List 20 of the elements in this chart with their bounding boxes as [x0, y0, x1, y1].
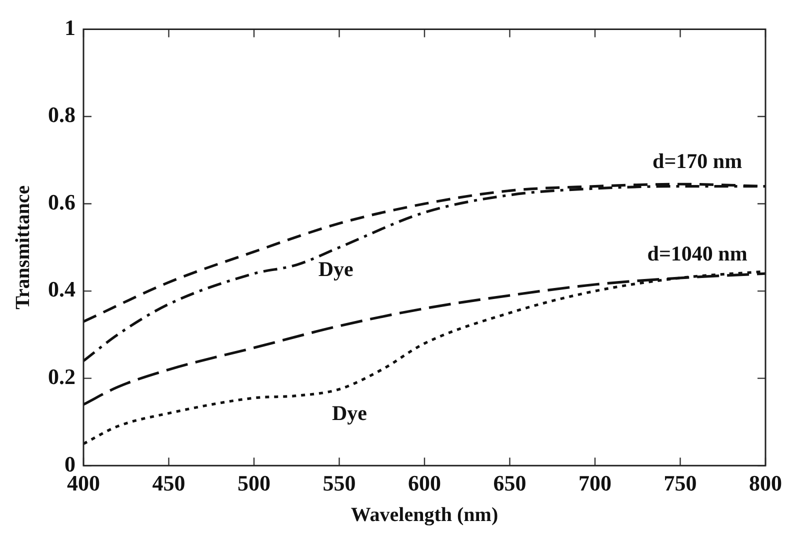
y-tick-label: 0.4: [48, 276, 76, 302]
y-tick-label: 1: [64, 14, 76, 40]
y-tick-label: 0.8: [48, 102, 76, 128]
x-tick-label: 650: [493, 470, 526, 496]
y-axis-title: Transmittance: [12, 185, 34, 310]
y-tick-label: 0.2: [48, 364, 76, 390]
x-axis-title: Wavelength (nm): [350, 504, 498, 526]
y-tick-label: 0.6: [48, 189, 76, 214]
x-tick-label: 700: [578, 470, 612, 496]
x-tick-label: 550: [322, 470, 356, 496]
annotation: Dye: [332, 400, 367, 425]
x-tick-label: 600: [408, 470, 441, 496]
x-tick-label: 750: [664, 470, 697, 496]
y-tick-label: 0: [64, 451, 76, 476]
annotation: d=170 nm: [652, 148, 743, 173]
x-tick-label: 800: [749, 470, 782, 496]
x-tick-label: 500: [238, 470, 270, 496]
annotation: Dye: [318, 257, 354, 282]
annotation: d=1040 nm: [647, 241, 748, 266]
x-tick-label: 450: [152, 470, 186, 496]
